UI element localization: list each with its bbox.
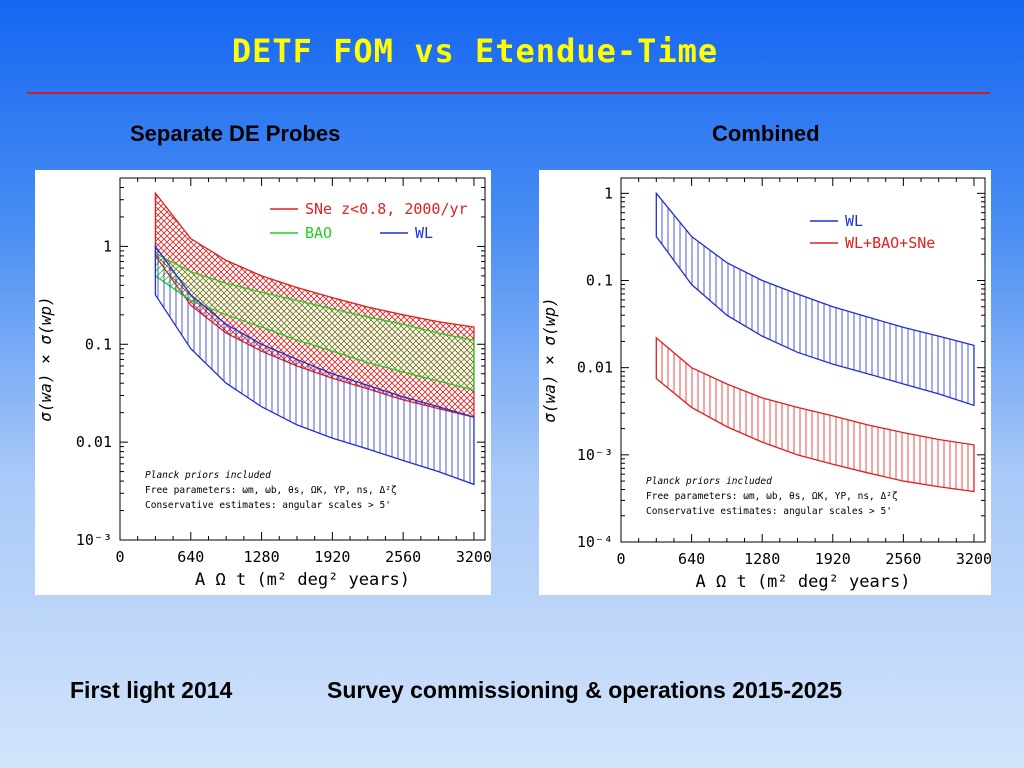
assumption-note: Planck priors included (145, 470, 271, 481)
legend-label: BAO (305, 224, 332, 242)
first-light-note: First light 2014 (70, 677, 233, 703)
assumption-note: Planck priors included (646, 476, 772, 487)
x-axis-label: A Ω t (m² deg² years) (195, 570, 410, 590)
x-tick-label: 640 (678, 550, 705, 568)
x-tick-label: 3200 (956, 550, 991, 568)
assumption-note: Free parameters: ωm, ωb, θs, ΩK, YP, ns,… (145, 485, 397, 496)
left-chart-heading: Separate DE Probes (130, 121, 341, 146)
legend-label: WL (845, 212, 863, 230)
legend-label: SNe z<0.8, 2000/yr (305, 200, 468, 218)
x-tick-label: 2560 (885, 550, 921, 568)
band-vertical-1 (655, 336, 975, 493)
band-diagonal-1 (154, 252, 475, 391)
band-vertical-0 (655, 191, 975, 407)
x-tick-label: 1920 (314, 548, 350, 566)
combined-chart-panel: 10⁻⁴ 10⁻³ 0.01 0.1 1 0 640 1280 1920 2560 3200 A Ω … (539, 170, 991, 595)
legend-label: WL (415, 224, 433, 242)
y-axis-label: σ(wa) × σ(wp) (540, 297, 559, 422)
separate-probes-chart-panel: 10⁻³ 0.01 0.1 1 0 640 1280 1920 2560 3200 A Ω t (m… (35, 170, 491, 595)
y-tick-label: 0.01 (577, 359, 613, 377)
x-axis-label: A Ω t (m² deg² years) (696, 572, 911, 592)
combined-chart: 10⁻⁴ 10⁻³ 0.01 0.1 1 0 640 1280 1920 2560 3200 A Ω … (540, 177, 991, 592)
right-chart-heading: Combined (712, 121, 820, 146)
slide-title: DETF FOM vs Etendue-Time (231, 32, 719, 70)
y-axis-label: σ(wa) × σ(wp) (36, 296, 55, 421)
y-tick-label: 10⁻³ (577, 446, 613, 464)
y-tick-label: 0.1 (586, 272, 613, 290)
x-tick-label: 640 (177, 548, 204, 566)
title-divider (27, 92, 990, 94)
y-tick-label: 1 (604, 184, 613, 202)
x-tick-label: 1920 (815, 550, 851, 568)
assumption-note: Conservative estimates: angular scales >… (646, 506, 892, 517)
x-tick-label: 0 (616, 550, 625, 568)
plot-frame (620, 177, 986, 543)
x-tick-label: 2560 (385, 548, 421, 566)
x-tick-label: 3200 (456, 548, 491, 566)
x-tick-label: 1280 (744, 550, 780, 568)
y-tick-label: 10⁻³ (76, 531, 112, 549)
band-vertical-2 (154, 244, 475, 486)
y-tick-label: 1 (103, 237, 112, 255)
assumption-note: Free parameters: ωm, ωb, θs, ΩK, YP, ns,… (646, 491, 898, 502)
survey-operations-note: Survey commissioning & operations 2015-2… (327, 677, 843, 703)
x-tick-label: 1280 (244, 548, 280, 566)
separate-probes-chart: 10⁻³ 0.01 0.1 1 0 640 1280 1920 2560 3200 A Ω t (m… (36, 177, 491, 590)
y-tick-label: 10⁻⁴ (577, 533, 613, 551)
assumption-note: Conservative estimates: angular scales >… (145, 500, 391, 511)
x-tick-label: 0 (115, 548, 124, 566)
legend-label: WL+BAO+SNe (845, 234, 935, 252)
y-tick-label: 0.1 (85, 335, 112, 353)
y-tick-label: 0.01 (76, 433, 112, 451)
